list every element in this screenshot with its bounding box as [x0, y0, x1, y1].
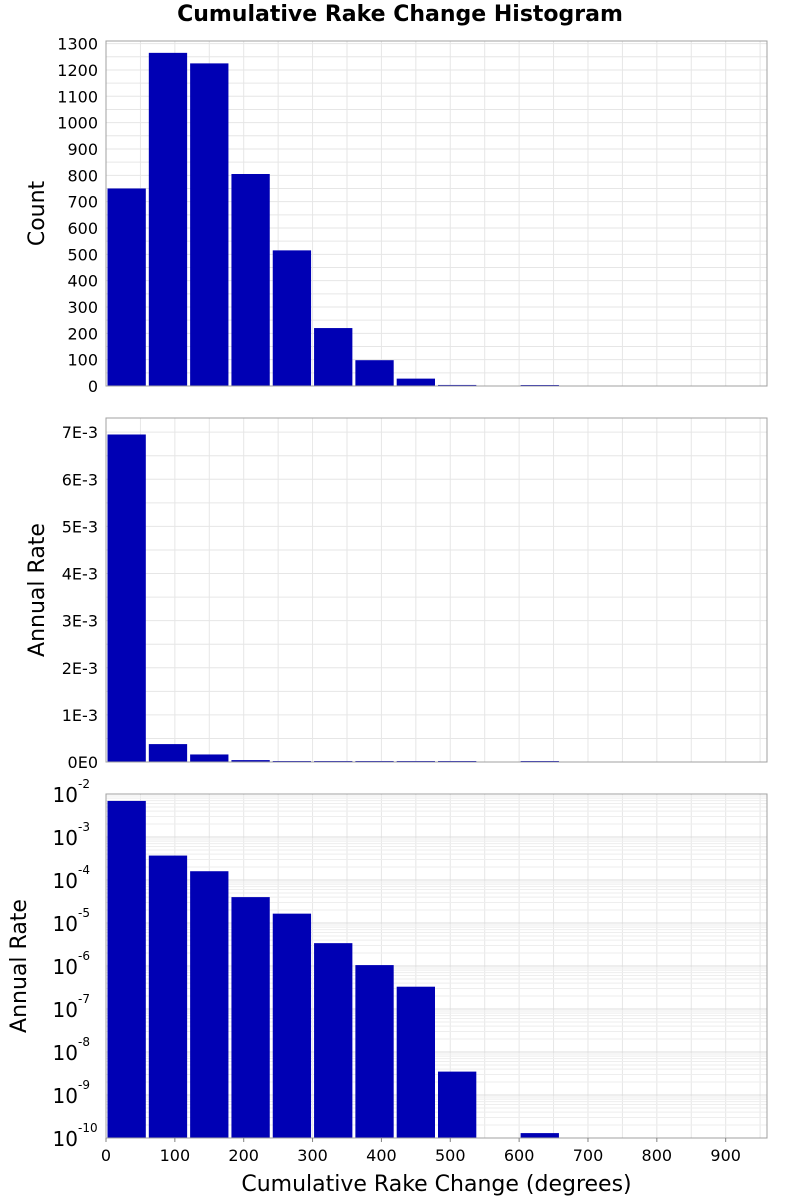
histogram-bar: [148, 855, 188, 1138]
x-tick-label: 900: [710, 1146, 741, 1165]
y-tick-label: 4E-3: [62, 565, 98, 584]
histogram-bar: [355, 965, 394, 1138]
y-tick-label: 600: [67, 219, 98, 238]
x-tick-label: 100: [160, 1146, 191, 1165]
y-tick-label: 10: [53, 869, 78, 893]
y-tick-label: -2: [78, 777, 90, 791]
histogram-bar: [355, 360, 394, 386]
histogram-bar: [231, 760, 270, 762]
x-tick-label: 200: [228, 1146, 259, 1165]
x-tick-label: 600: [504, 1146, 535, 1165]
y-tick-label: -7: [78, 992, 90, 1006]
y-tick-label: 1000: [57, 114, 98, 133]
y-tick-label: 900: [67, 140, 98, 159]
y-tick-label: 10: [53, 1084, 78, 1108]
histogram-bar: [272, 913, 312, 1138]
y-tick-label: 7E-3: [62, 423, 98, 442]
y-axis-title: Annual Rate: [25, 523, 50, 657]
x-tick-label: 0: [101, 1146, 111, 1165]
histogram-bar: [148, 52, 188, 387]
y-tick-label: 200: [67, 324, 98, 343]
histogram-bar: [107, 434, 146, 762]
plot-frame: [105, 793, 768, 1139]
y-tick-label: -3: [78, 820, 90, 834]
histogram-bar: [520, 1133, 559, 1138]
y-tick-label: 1E-3: [62, 706, 98, 725]
y-tick-label: 3E-3: [62, 612, 98, 631]
x-tick-label: 800: [642, 1146, 673, 1165]
y-tick-label: 800: [67, 166, 98, 185]
chart-title: Cumulative Rake Change Histogram: [177, 2, 623, 27]
y-tick-label: 100: [67, 351, 98, 370]
y-tick-label: 1200: [57, 61, 98, 80]
histogram-bar: [396, 378, 435, 386]
y-tick-label: -5: [78, 906, 90, 920]
y-tick-label: 10: [53, 912, 78, 936]
x-axis-title: Cumulative Rake Change (degrees): [241, 1172, 631, 1197]
histogram-bar: [107, 800, 146, 1138]
y-tick-label: -9: [78, 1078, 90, 1092]
y-tick-label: 10: [53, 998, 78, 1022]
histogram-bar: [438, 1071, 477, 1138]
plot-frame: [105, 40, 768, 387]
histogram-bar: [396, 986, 435, 1138]
y-tick-label: 10: [53, 783, 78, 807]
x-tick-label: 500: [435, 1146, 466, 1165]
y-tick-label: 700: [67, 193, 98, 212]
y-tick-label: 0: [88, 377, 98, 396]
y-axis-title: Count: [25, 180, 50, 246]
histogram-bar: [438, 384, 477, 386]
histogram-bar: [190, 754, 229, 762]
y-tick-label: -8: [78, 1035, 90, 1049]
histogram-bar: [107, 188, 146, 386]
y-tick-label: 400: [67, 272, 98, 291]
histogram-bar: [231, 173, 270, 386]
y-tick-label: 0E0: [68, 753, 98, 772]
y-tick-label: 2E-3: [62, 659, 98, 678]
histogram-bar: [148, 744, 188, 762]
y-tick-label: 10: [53, 1041, 78, 1065]
y-tick-label: 1100: [57, 87, 98, 106]
y-tick-label: -4: [78, 863, 90, 877]
y-tick-label: 10: [53, 1127, 78, 1151]
y-tick-label: 6E-3: [62, 470, 98, 489]
y-tick-label: 1300: [57, 35, 98, 54]
y-tick-label: -6: [78, 949, 90, 963]
x-tick-label: 400: [366, 1146, 397, 1165]
histogram-bar: [314, 328, 353, 386]
histogram-bar: [314, 943, 353, 1138]
y-axis-title: Annual Rate: [7, 899, 32, 1033]
plot-area: [106, 418, 767, 762]
x-tick-label: 300: [297, 1146, 328, 1165]
y-tick-label: 500: [67, 245, 98, 264]
histogram-bar: [190, 871, 229, 1138]
y-tick-label: 5E-3: [62, 517, 98, 536]
y-tick-label: -10: [78, 1121, 98, 1135]
x-tick-label: 700: [573, 1146, 604, 1165]
y-tick-label: 300: [67, 298, 98, 317]
y-tick-label: 10: [53, 955, 78, 979]
plot-frame: [105, 417, 768, 763]
histogram-bar: [231, 897, 270, 1138]
histogram-bar: [272, 250, 312, 386]
y-tick-label: 10: [53, 826, 78, 850]
histogram-bar: [190, 63, 229, 386]
